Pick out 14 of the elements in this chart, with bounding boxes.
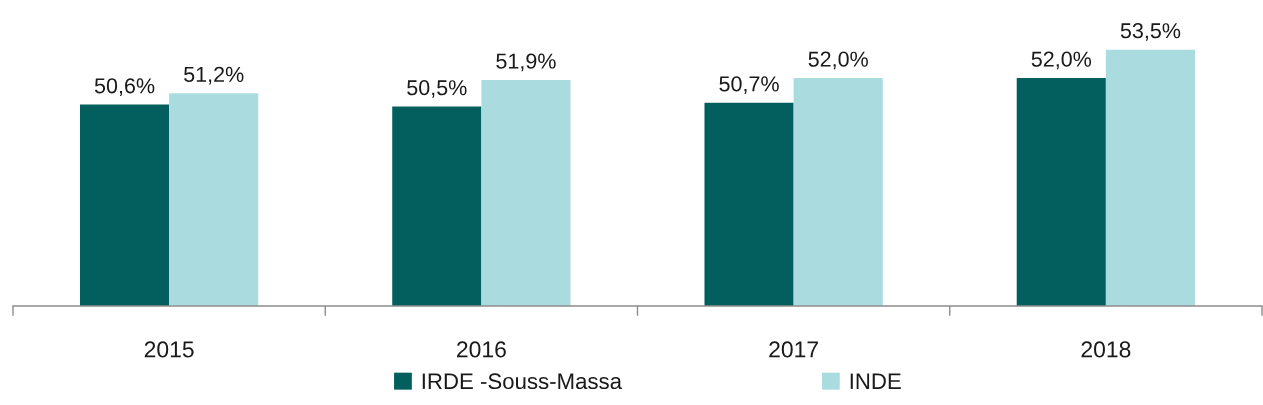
data-label: 51,9% <box>496 53 556 72</box>
data-label: 52,0% <box>1031 51 1092 70</box>
data-label: 50,6% <box>94 78 155 96</box>
data-label: 53,5% <box>1120 23 1181 41</box>
legend-label: INDE <box>850 373 901 389</box>
legend-label: IRDE -Souss-Massa <box>422 373 623 390</box>
x-tick-label: 2015 <box>144 341 194 358</box>
data-label: 50,5% <box>407 80 467 98</box>
data-label: 51,2% <box>184 66 244 85</box>
x-tick-label: 2016 <box>457 341 506 358</box>
x-tick-label: 2018 <box>1081 341 1131 358</box>
x-tick-label: 2017 <box>769 341 818 358</box>
data-label: 52,0% <box>808 51 868 70</box>
data-label: 50,7% <box>719 76 779 95</box>
